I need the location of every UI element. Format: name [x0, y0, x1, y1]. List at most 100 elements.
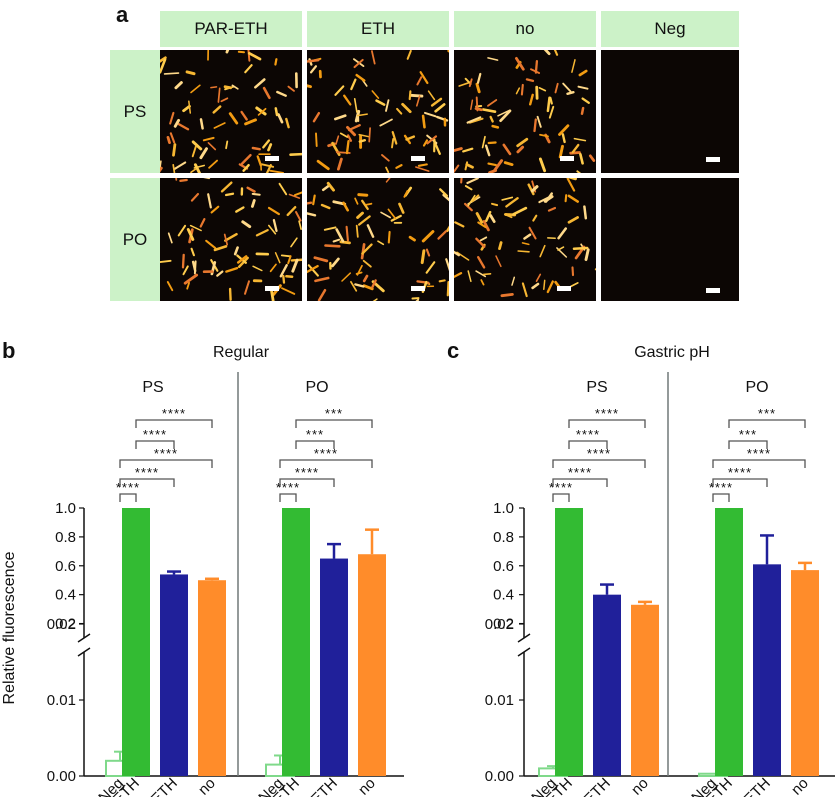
micrograph-ps-no: [454, 50, 596, 173]
y-tick-label: 0.6: [493, 558, 514, 575]
micrograph-ps-par-eth: [160, 50, 302, 173]
col-header-par-eth: PAR-ETH: [160, 11, 302, 47]
bar: [715, 508, 743, 638]
y-tick-label: 1.0: [493, 500, 514, 517]
y-tick-label: 1.0: [55, 500, 76, 517]
significance-label: ***: [306, 427, 324, 442]
axis-break-mark: [77, 633, 91, 657]
significance-label: ****: [276, 480, 300, 495]
y-tick-label: 0.6: [55, 558, 76, 575]
significance-bracket: [552, 459, 646, 468]
x-tick-label: ETH: [581, 775, 614, 797]
y-tick-label: 0.4: [493, 587, 514, 604]
group-label: PS: [142, 379, 163, 396]
y-tick-label: 0.8: [55, 529, 76, 546]
bar: [198, 580, 226, 638]
micrograph-ps-neg: [601, 50, 739, 173]
significance-bracket: [712, 478, 768, 487]
bar: [358, 624, 386, 776]
bar: [282, 624, 310, 776]
significance-label: ***: [325, 406, 343, 421]
significance-label: ****: [549, 480, 573, 495]
x-tick-label: ETH: [148, 775, 181, 797]
row-header-po: PO: [110, 178, 160, 301]
y-tick-label: 0.02: [485, 616, 514, 633]
y-axis-label: Relative fluorescence: [1, 551, 18, 704]
significance-bracket: [712, 493, 730, 502]
panel-c-letter: c: [447, 338, 460, 363]
scale-bar: [265, 156, 279, 161]
significance-bracket: [728, 440, 768, 449]
y-tick-label: 0.2: [55, 616, 76, 633]
x-tick-label: ETH: [741, 775, 774, 797]
bar: [593, 624, 621, 776]
significance-bracket: [279, 459, 373, 468]
x-tick-label: no: [355, 775, 379, 797]
bar: [122, 508, 150, 638]
bar: [791, 624, 819, 776]
scale-bar: [557, 286, 571, 291]
significance-bracket: [119, 478, 175, 487]
bar: [160, 574, 188, 638]
significance-label: ****: [595, 406, 619, 421]
significance-label: ****: [162, 406, 186, 421]
bar: [555, 508, 583, 638]
panel-a-letter: a: [116, 2, 129, 27]
col-header-neg: Neg: [601, 11, 739, 47]
col-header-no: no: [454, 11, 596, 47]
x-tick-label: no: [628, 775, 652, 797]
significance-bracket: [119, 459, 213, 468]
y-tick-label: 0.2: [493, 616, 514, 633]
y-tick-label: 0.01: [485, 692, 514, 709]
significance-bracket: [135, 440, 175, 449]
scale-bar: [265, 286, 279, 291]
group-label: PO: [305, 379, 328, 396]
x-tick-label: no: [788, 775, 812, 797]
bar: [122, 624, 150, 776]
x-tick-label: no: [195, 775, 219, 797]
significance-bracket: [552, 478, 608, 487]
bar: [160, 624, 188, 776]
bar: [631, 604, 659, 638]
scale-bar: [560, 156, 574, 161]
significance-bracket: [279, 493, 297, 502]
significance-bracket: [568, 419, 646, 428]
y-tick-label: 0.8: [493, 529, 514, 546]
significance-label: ****: [728, 465, 752, 480]
y-tick-label: 0.00: [485, 768, 514, 785]
significance-label: ****: [314, 446, 338, 461]
y-tick-label: 0.01: [47, 692, 76, 709]
col-header-eth: ETH: [307, 11, 449, 47]
micrograph-po-eth: [307, 178, 449, 301]
scale-bar: [706, 288, 720, 293]
micrograph-po-par-eth: [160, 178, 302, 301]
scale-bar: [411, 156, 425, 161]
significance-label: ****: [154, 446, 178, 461]
group-label: PO: [745, 379, 768, 396]
bar: [358, 554, 386, 638]
group-label: PS: [586, 379, 607, 396]
significance-label: ****: [576, 427, 600, 442]
significance-label: ****: [587, 446, 611, 461]
axis-break-mark: [517, 633, 531, 657]
significance-bracket: [712, 459, 806, 468]
significance-label: ****: [295, 465, 319, 480]
x-tick-label: ETH: [308, 775, 341, 797]
significance-bracket: [295, 419, 373, 428]
micrograph-po-neg: [601, 178, 739, 301]
row-header-ps: PS: [110, 50, 160, 173]
y-tick-label: 0.02: [47, 616, 76, 633]
bar: [753, 624, 781, 776]
bar: [593, 594, 621, 638]
significance-label: ****: [116, 480, 140, 495]
significance-label: ***: [758, 406, 776, 421]
significance-bracket: [728, 419, 806, 428]
scale-bar: [706, 157, 720, 162]
significance-bracket: [279, 478, 335, 487]
bar: [555, 624, 583, 776]
significance-label: ****: [709, 480, 733, 495]
chart-title: Regular: [213, 344, 270, 361]
scale-bar: [411, 286, 425, 291]
significance-bracket: [552, 493, 570, 502]
significance-label: ****: [135, 465, 159, 480]
